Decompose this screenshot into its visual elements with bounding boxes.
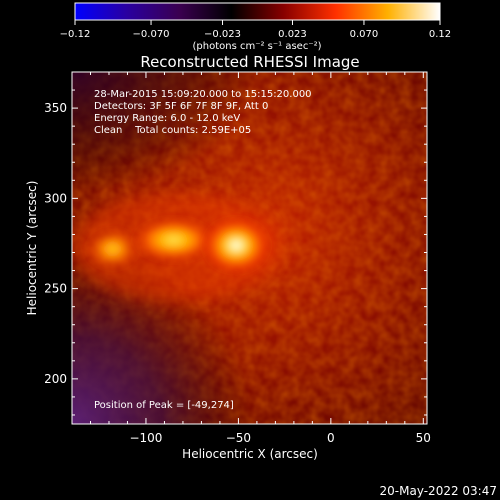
- annotation-time-range: 28-Mar-2015 15:09:20.000 to 15:15:20.000: [94, 89, 312, 100]
- colorbar-units-label: (photons cm⁻² s⁻¹ asec⁻²): [192, 41, 321, 52]
- image-area: [72, 72, 427, 424]
- x-ray-source: [72, 192, 282, 303]
- y-axis-ticks: 200 250 300 350: [44, 71, 427, 416]
- y-tick-label: 200: [44, 372, 67, 386]
- annotation-energy-range: Energy Range: 6.0 - 12.0 keV: [94, 113, 240, 124]
- x-tick-label: −100: [129, 431, 162, 445]
- source-peak: [202, 217, 271, 274]
- colorbar-tick-label: 0.070: [350, 29, 379, 40]
- y-tick-label: 250: [44, 282, 67, 296]
- colorbar: −0.12 −0.070 −0.023 0.023 0.070 0.12 (photons…: [60, 2, 451, 52]
- source-tail: [131, 217, 216, 262]
- y-axis-label: Heliocentric Y (arcsec): [25, 181, 39, 316]
- plot-frame: [71, 71, 428, 425]
- colorbar-tick-label: 0.12: [429, 29, 451, 40]
- source-left-lobe: [86, 228, 139, 269]
- chart-title: Reconstructed RHESSI Image: [140, 53, 359, 71]
- colorbar-frame: [74, 2, 441, 21]
- colorbar-tick-label: −0.12: [60, 29, 91, 40]
- colorbar-strip: [75, 3, 440, 20]
- y-tick-label: 350: [44, 101, 67, 115]
- x-tick-label: −50: [226, 431, 251, 445]
- x-tick-label: 0: [327, 431, 335, 445]
- colorbar-ticks: −0.12 −0.070 −0.023 0.023 0.070 0.12: [60, 20, 451, 40]
- colorbar-tick-label: 0.023: [278, 29, 307, 40]
- annotation-peak-position: Position of Peak = [-49,274]: [94, 400, 234, 411]
- colorbar-tick-label: −0.070: [133, 29, 170, 40]
- annotations: 28-Mar-2015 15:09:20.000 to 15:15:20.000…: [94, 89, 312, 411]
- x-tick-label: 50: [416, 431, 431, 445]
- x-axis-ticks: −100 −50 0 50: [89, 72, 431, 445]
- y-tick-label: 300: [44, 191, 67, 205]
- annotation-detectors: Detectors: 3F 5F 6F 7F 8F 9F, Att 0: [94, 101, 268, 112]
- colorbar-tick-label: −0.023: [204, 29, 241, 40]
- x-axis-label: Heliocentric X (arcsec): [182, 447, 318, 461]
- annotation-total-counts: Clean Total counts: 2.59E+05: [94, 125, 251, 136]
- footer-date: 20-May-2022 03:47: [380, 484, 497, 498]
